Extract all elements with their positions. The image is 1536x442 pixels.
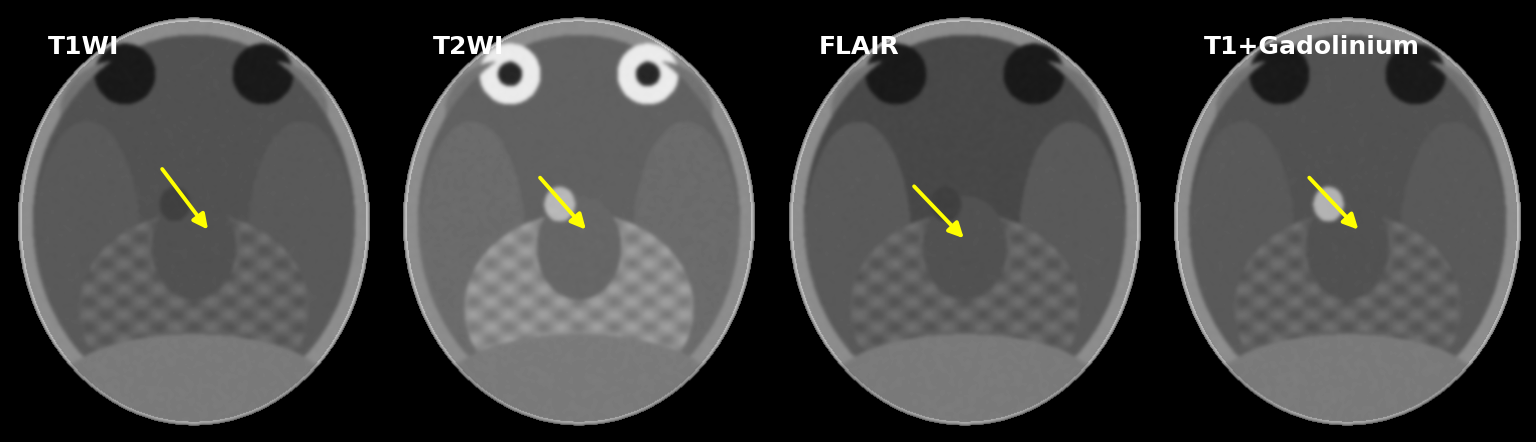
Text: T1WI: T1WI [48, 35, 118, 59]
Text: T2WI: T2WI [433, 35, 504, 59]
Text: T1+Gadolinium: T1+Gadolinium [1204, 35, 1419, 59]
Text: FLAIR: FLAIR [819, 35, 899, 59]
